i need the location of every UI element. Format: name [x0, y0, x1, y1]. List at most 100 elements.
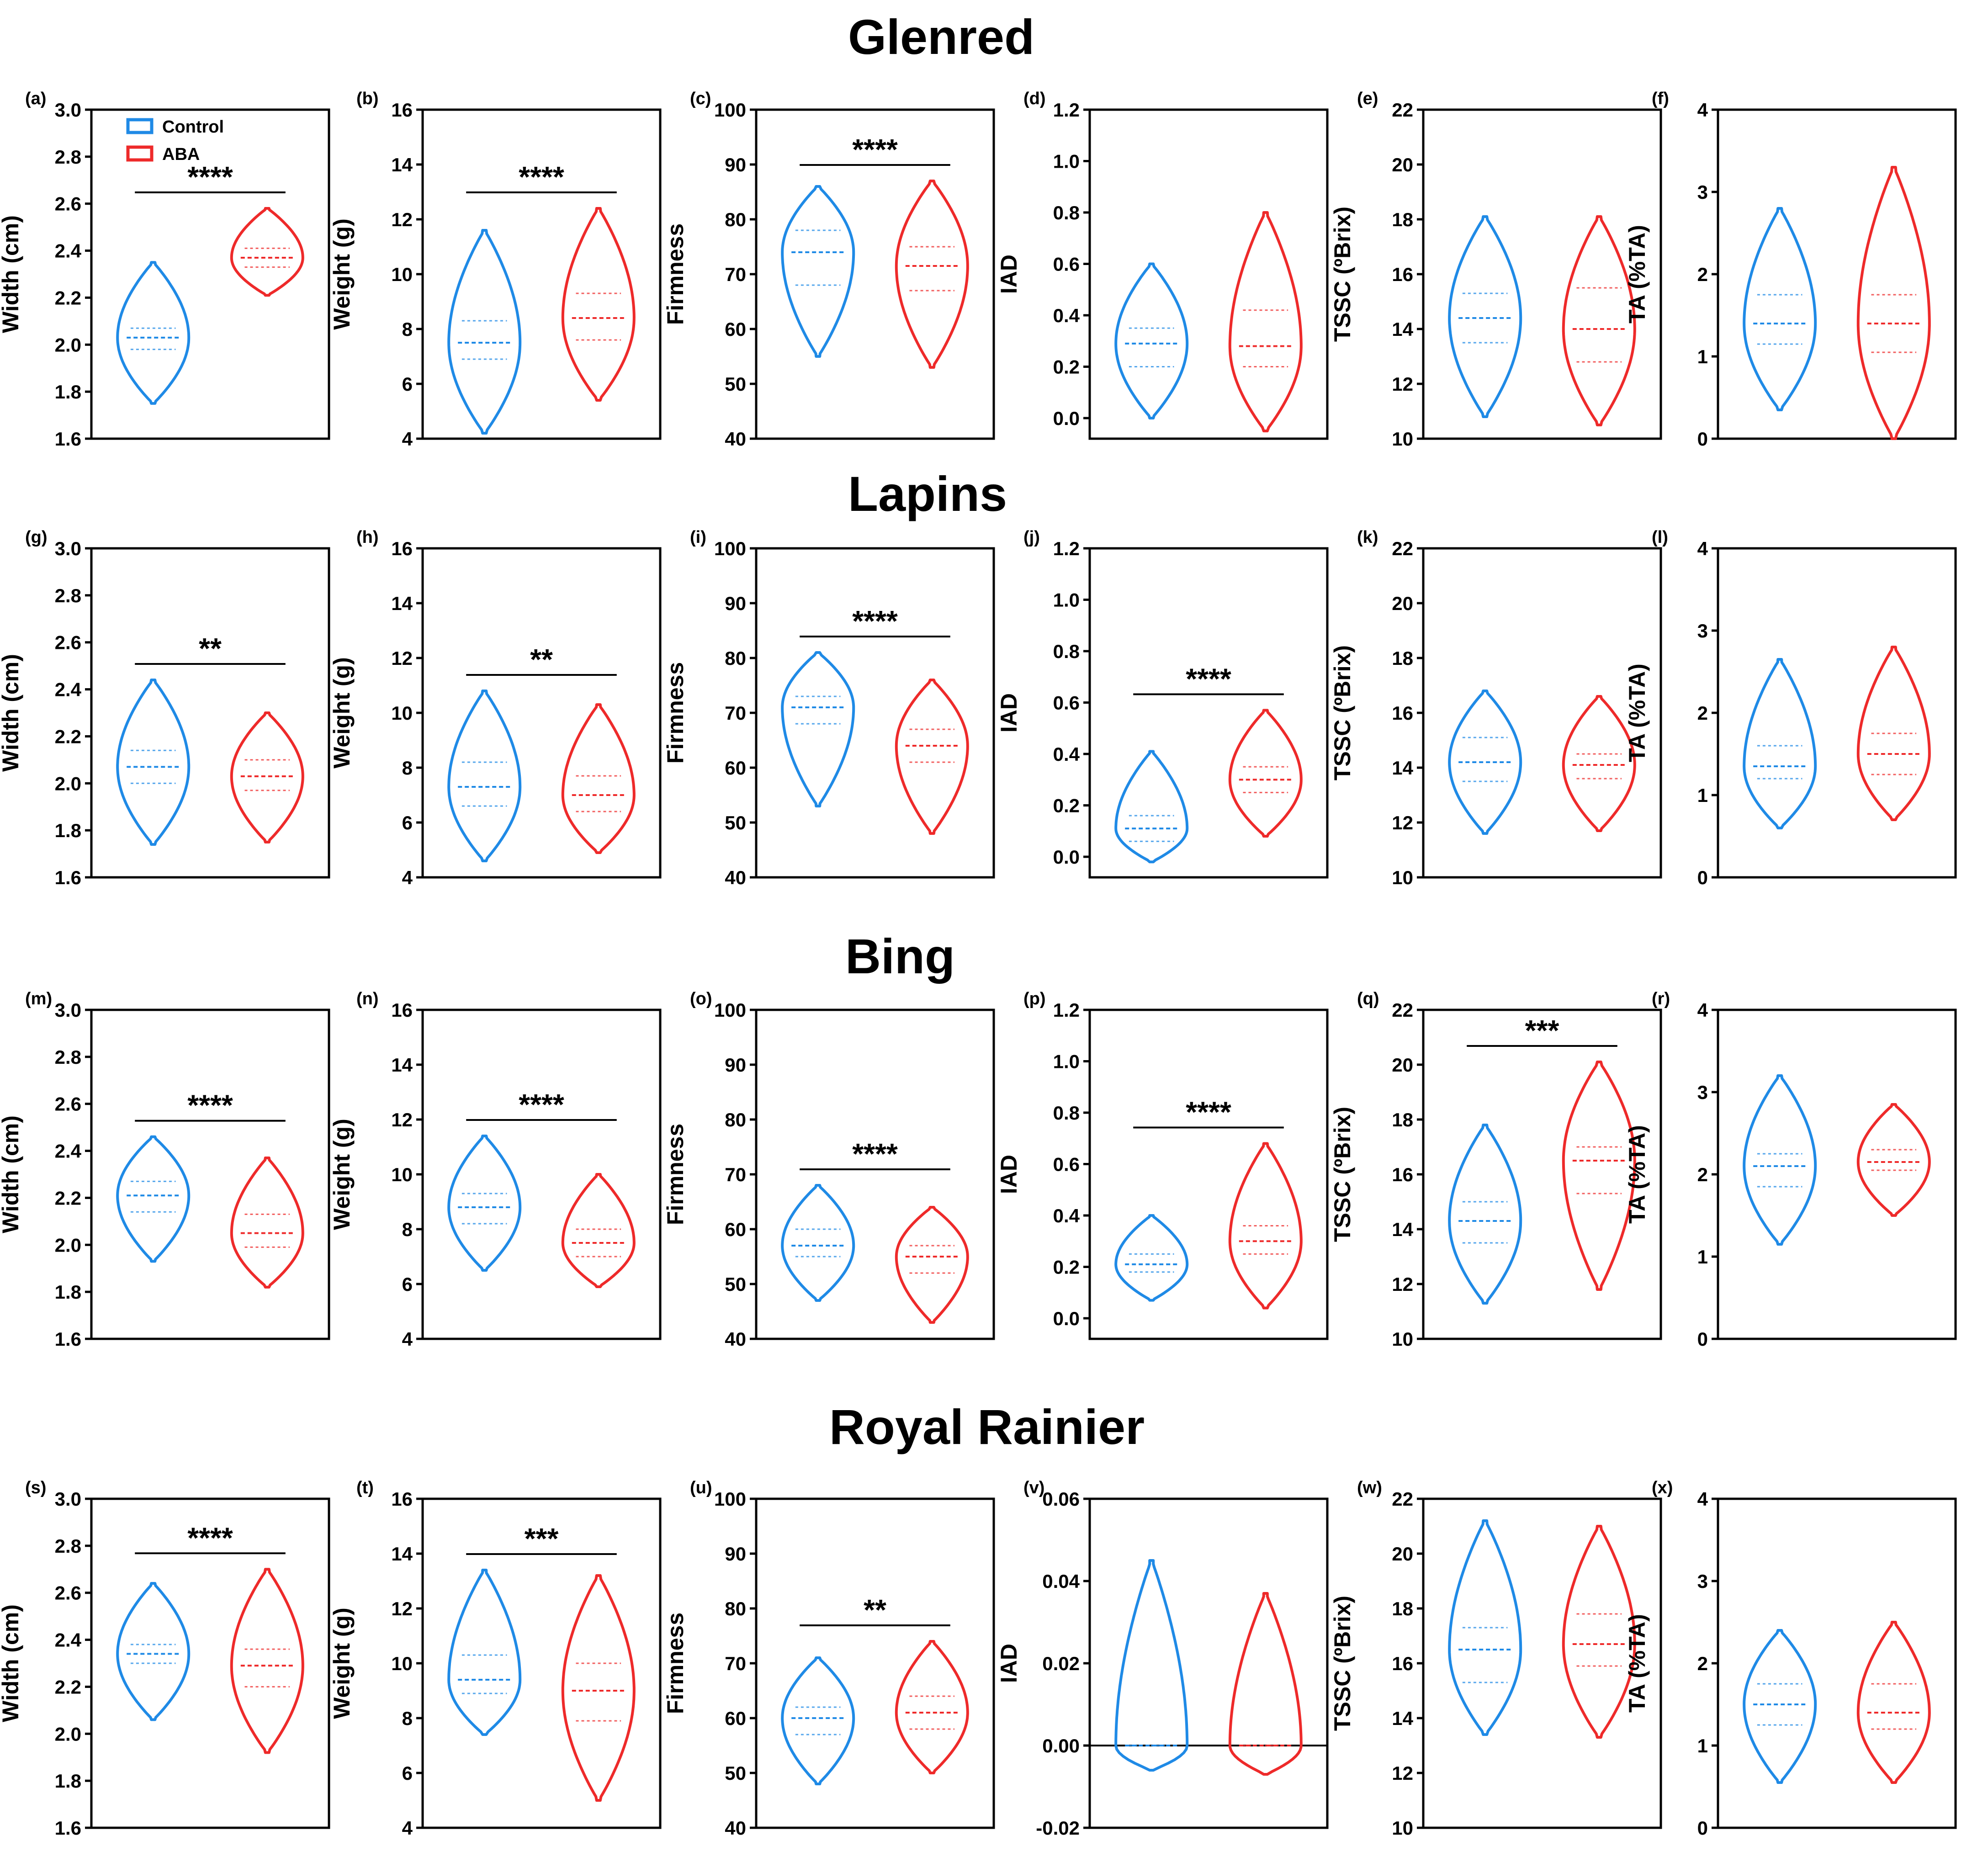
- y-tick-label: 12: [1392, 1762, 1413, 1784]
- y-tick-label: 0.2: [1053, 1257, 1080, 1278]
- y-tick-label: 8: [402, 1708, 413, 1729]
- y-tick-label: 10: [391, 702, 413, 724]
- violin-control: [1448, 1519, 1522, 1736]
- y-tick-label: 2.4: [55, 1141, 82, 1162]
- y-tick-label: 0.4: [1053, 743, 1080, 765]
- y-tick-label: 16: [391, 538, 413, 559]
- y-axis-label: Weight (g): [329, 1608, 355, 1719]
- panel-label: (h): [356, 528, 379, 547]
- violin-aba: [230, 1157, 304, 1289]
- y-tick-label: 2.2: [55, 726, 81, 747]
- panel-label: (r): [1652, 989, 1670, 1008]
- y-tick-label: 1: [1697, 346, 1708, 367]
- y-axis-label: TA (%TA): [1624, 225, 1650, 324]
- plot-frame: [90, 1008, 330, 1340]
- row-title-lapins: Lapins: [848, 466, 1007, 521]
- violin-aba: [561, 1574, 636, 1802]
- violin-aba: [1856, 1621, 1931, 1784]
- y-tick-label: 22: [1392, 538, 1413, 559]
- violin-control: [116, 261, 191, 405]
- y-tick-label: 16: [1392, 1164, 1413, 1185]
- violin-aba: [1856, 646, 1931, 821]
- y-tick-label: 3.0: [55, 99, 81, 121]
- legend: Control ABA: [126, 117, 224, 164]
- panel-m: (m) 1.6 1.8 2.0 2.2 2.4 2.6 2.8 3.0 Width (cm) ***…: [0, 989, 330, 1350]
- y-axis-label: TSSC (ºBrix): [1330, 1107, 1355, 1242]
- y-tick-label: 1: [1697, 1735, 1708, 1756]
- y-tick-label: 14: [1392, 1708, 1413, 1729]
- y-tick-label: 0.00: [1042, 1735, 1080, 1756]
- y-tick-label: 70: [725, 1653, 746, 1674]
- panel-k: (k) 10 12 14 16 18 20 22 TSSC (ºBrix): [1330, 528, 1662, 888]
- y-tick-label: 1.0: [1053, 589, 1080, 611]
- y-axis-label: IAD: [996, 255, 1022, 294]
- y-tick-label: 4: [1697, 999, 1708, 1021]
- panel-label: (o): [690, 989, 712, 1008]
- y-tick-label: 18: [1392, 1109, 1413, 1130]
- y-tick-label: 20: [1392, 1054, 1413, 1076]
- violin-control: [447, 1135, 522, 1272]
- plot-frame: [755, 1497, 995, 1829]
- y-tick-label: 20: [1392, 154, 1413, 175]
- significance-stars: ****: [519, 160, 564, 193]
- y-axis-label: Width (cm): [0, 1115, 23, 1233]
- y-tick-label: 2.4: [55, 679, 82, 700]
- panel-label: (s): [25, 1478, 46, 1497]
- y-tick-label: 3: [1697, 1082, 1708, 1103]
- y-tick-label: 2.8: [55, 146, 81, 168]
- y-tick-label: 1: [1697, 785, 1708, 806]
- y-tick-label: 12: [1392, 373, 1413, 395]
- y-tick-label: 90: [725, 1054, 746, 1076]
- y-tick-label: 12: [391, 1109, 413, 1130]
- legend-aba-swatch: [126, 145, 154, 162]
- violin-control: [1114, 750, 1189, 864]
- y-tick-label: 4: [1697, 99, 1708, 121]
- panel-g: (g) 1.6 1.8 2.0 2.2 2.4 2.6 2.8 3.0 Width (cm) **: [0, 528, 330, 888]
- significance-stars: **: [864, 1593, 886, 1626]
- panel-label: (l): [1652, 528, 1668, 547]
- y-tick-label: 16: [1392, 1653, 1413, 1674]
- y-tick-label: 50: [725, 1762, 746, 1784]
- significance-stars: ****: [187, 160, 233, 193]
- violin-control: [447, 1569, 522, 1736]
- y-tick-label: 18: [1392, 647, 1413, 669]
- y-tick-label: 1.2: [1053, 99, 1080, 121]
- y-tick-label: 14: [391, 1054, 413, 1076]
- violin-aba: [895, 180, 969, 369]
- y-tick-label: 18: [1392, 1598, 1413, 1619]
- y-tick-label: 80: [725, 1598, 746, 1619]
- plot-frame: [90, 547, 330, 879]
- y-tick-label: 100: [714, 1488, 746, 1510]
- legend-control-label: Control: [162, 117, 224, 137]
- y-tick-label: 0.8: [1053, 202, 1080, 223]
- y-tick-label: 40: [725, 1817, 746, 1839]
- y-tick-label: 50: [725, 1274, 746, 1295]
- y-tick-label: 3.0: [55, 1488, 81, 1510]
- y-tick-label: 2.8: [55, 1535, 81, 1557]
- y-tick-label: 10: [391, 1164, 413, 1185]
- significance-stars: ****: [1186, 662, 1231, 695]
- y-axis-label: TA (%TA): [1624, 663, 1650, 762]
- significance-stars: **: [199, 632, 222, 665]
- violin-aba: [561, 1173, 636, 1288]
- y-tick-label: 2.8: [55, 585, 81, 606]
- violin-control: [781, 651, 855, 807]
- plot-frame: [1717, 1008, 1957, 1340]
- plot-frame: [90, 1497, 330, 1829]
- violin-control: [1114, 1559, 1189, 1772]
- panel-label: (n): [356, 989, 379, 1008]
- y-tick-label: 10: [391, 264, 413, 285]
- y-tick-label: 90: [725, 154, 746, 175]
- significance-stars: ***: [1525, 1014, 1559, 1047]
- y-tick-label: 22: [1392, 1488, 1413, 1510]
- panel-t: (t) 4 6 8 10 12 14 16 Weight (g) ***: [329, 1478, 662, 1839]
- y-tick-label: 80: [725, 1109, 746, 1130]
- violin-aba: [230, 711, 304, 844]
- y-tick-label: 0.2: [1053, 795, 1080, 817]
- panel-u: (u) 40 50 60 70 80 90 100 Firmness **: [663, 1478, 995, 1839]
- violin-aba: [230, 207, 304, 297]
- y-tick-label: 2.0: [55, 334, 81, 356]
- y-tick-label: 40: [725, 428, 746, 450]
- y-tick-label: 2.6: [55, 1093, 81, 1115]
